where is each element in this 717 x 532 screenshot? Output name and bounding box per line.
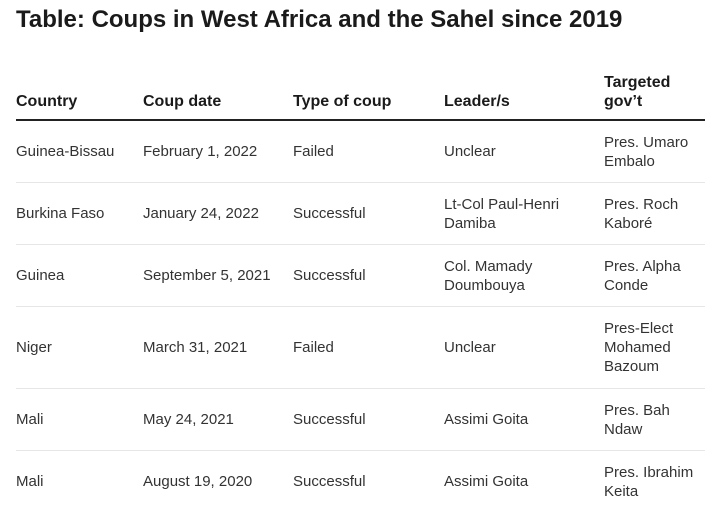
cell-targeted-govt: Pres. Ibrahim Keita: [604, 463, 694, 500]
header-coup-date: Coup date: [143, 64, 293, 121]
header-row: Country Coup date Type of coup Leader/s …: [16, 64, 705, 121]
cell-targeted-govt: Pres. Umaro Embalo: [604, 120, 705, 183]
table-row: Guinea-Bissau February 1, 2022 Failed Un…: [16, 120, 705, 183]
cell-type-of-coup: Failed: [293, 306, 444, 389]
cell-leaders: Col. Mamady Doumbouya: [444, 244, 604, 307]
page-title: Table: Coups in West Africa and the Sahe…: [16, 6, 623, 33]
table-header: Country Coup date Type of coup Leader/s …: [16, 64, 705, 121]
coups-table: Country Coup date Type of coup Leader/s …: [16, 64, 705, 512]
cell-leaders: Unclear: [444, 120, 604, 183]
cell-type-of-coup: Successful: [293, 473, 366, 490]
cell-coup-date: January 24, 2022: [143, 182, 293, 245]
cell-country: Guinea-Bissau: [16, 120, 143, 183]
cell-coup-date: March 31, 2021: [143, 306, 293, 389]
table-row: Burkina Faso January 24, 2022 Successful…: [16, 182, 705, 245]
cell-targeted-govt: Pres. Roch Kaboré: [604, 182, 705, 245]
cell-type-of-coup: Successful: [293, 182, 444, 245]
header-leaders: Leader/s: [444, 64, 604, 121]
cell-coup-date: September 5, 2021: [143, 244, 293, 307]
cell-coup-date: August 19, 2020: [143, 473, 253, 490]
header-targeted-govt: Targeted gov’t: [604, 64, 705, 121]
cell-country: Burkina Faso: [16, 182, 143, 245]
table-row: Guinea September 5, 2021 Successful Col.…: [16, 244, 705, 307]
cell-type-of-coup: Successful: [293, 244, 444, 307]
cell-country: Mali: [16, 388, 143, 451]
table-row: Niger March 31, 2021 Failed Unclear Pres…: [16, 306, 705, 389]
header-country: Country: [16, 64, 143, 121]
cell-leaders: Unclear: [444, 306, 604, 389]
cell-coup-date: May 24, 2021: [143, 388, 293, 451]
cell-country: Niger: [16, 306, 143, 389]
cell-leaders: Lt-Col Paul-Henri Damiba: [444, 182, 604, 245]
cell-leaders: Assimi Goita: [444, 473, 529, 490]
cell-type-of-coup: Successful: [293, 388, 444, 451]
cell-targeted-govt: Pres. Alpha Conde: [604, 244, 705, 307]
cell-targeted-govt: Pres-Elect Mohamed Bazoum: [604, 306, 705, 389]
cell-leaders: Assimi Goita: [444, 388, 604, 451]
table-row: Mali August 19, 2020 Successful Assimi G…: [16, 451, 705, 513]
table-row: Mali May 24, 2021 Successful Assimi Goit…: [16, 388, 705, 451]
cell-country: Guinea: [16, 244, 143, 307]
cell-type-of-coup: Failed: [293, 120, 444, 183]
table-body: Guinea-Bissau February 1, 2022 Failed Un…: [16, 120, 705, 512]
cell-country: Mali: [16, 473, 44, 490]
header-type-of-coup: Type of coup: [293, 64, 444, 121]
cell-targeted-govt: Pres. Bah Ndaw: [604, 388, 705, 451]
cell-coup-date: February 1, 2022: [143, 120, 293, 183]
